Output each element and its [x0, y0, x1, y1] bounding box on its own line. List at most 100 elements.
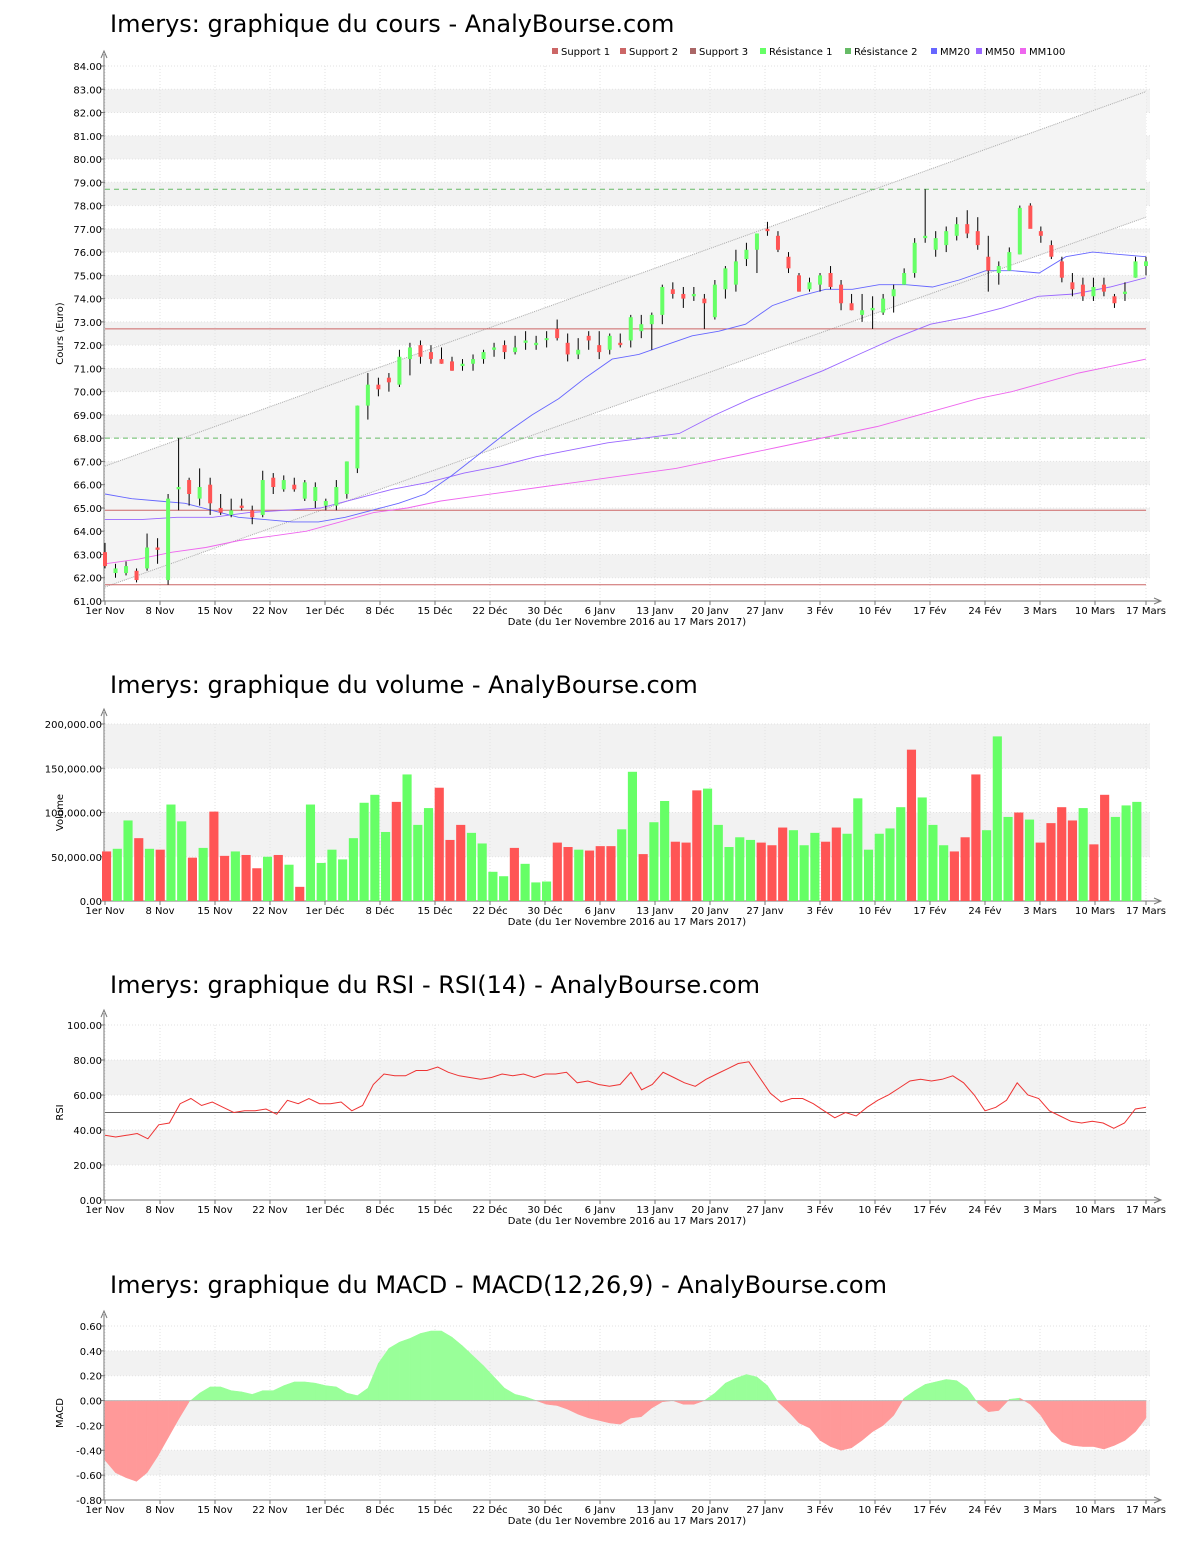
candle-body [628, 317, 633, 341]
candle-body [134, 570, 139, 581]
macd-area-segment [598, 1400, 610, 1424]
candle-body [197, 487, 202, 499]
macd-area-segment [756, 1376, 768, 1401]
legend-label: Support 2 [629, 47, 678, 58]
price-xtick-label: 1er Nov [85, 606, 124, 617]
candle-body [954, 224, 959, 236]
rsi-chart-title: Imerys: graphique du RSI - RSI(14) - Ana… [110, 971, 761, 999]
candle-body [1070, 282, 1075, 290]
volume-bar [230, 851, 240, 901]
volume-bar [327, 849, 337, 901]
volume-bar [1024, 819, 1035, 901]
volume-bar [123, 820, 133, 901]
price-ytick-label: 64.00 [73, 527, 102, 538]
volume-bar [627, 771, 637, 901]
macd-y-axis-title: MACD [55, 1398, 66, 1428]
candle-body [471, 359, 476, 364]
volume-xtick-label: 8 Déc [366, 905, 395, 917]
candle-body [229, 510, 234, 515]
legend-swatch [760, 48, 766, 54]
macd-area-segment [388, 1341, 400, 1401]
legend-swatch [620, 48, 626, 54]
price-ytick-label: 74.00 [73, 295, 102, 306]
volume-bar [810, 832, 820, 901]
volume-xtick-label: 24 Fév [968, 905, 1001, 917]
volume-bar [606, 846, 616, 901]
macd-area-segment [357, 1387, 369, 1401]
candle-body [386, 377, 391, 383]
macd-area-segment [683, 1400, 695, 1405]
price-xtick-label: 22 Nov [252, 606, 288, 617]
legend-label: Résistance 2 [854, 46, 917, 58]
volume-bar [252, 868, 262, 901]
candle-body [933, 238, 938, 250]
macd-area-segment [125, 1400, 137, 1482]
volume-bar [1014, 812, 1024, 901]
macd-ytick-label: -0.20 [76, 1421, 102, 1432]
volume-bar [949, 851, 959, 901]
macd-area-segment [819, 1400, 831, 1447]
candle-body [733, 261, 738, 285]
volume-bar [939, 845, 949, 901]
candle-body [754, 233, 759, 250]
price-xtick-label: 10 Fév [858, 605, 891, 617]
candle-body [660, 286, 665, 315]
volume-xtick-label: 6 Janv [585, 906, 616, 917]
macd-area-segment [262, 1390, 274, 1401]
macd-area-segment [714, 1382, 726, 1401]
rsi-band [105, 1130, 1150, 1165]
candle-body [818, 275, 823, 285]
volume-bar [982, 830, 992, 901]
volume-bar [713, 824, 723, 901]
price-xtick-label: 24 Fév [968, 605, 1001, 617]
macd-area-segment [1103, 1400, 1115, 1450]
macd-xtick-label: 17 Fév [913, 1504, 946, 1516]
volume-bar [1046, 823, 1056, 901]
volume-bar [617, 829, 627, 901]
macd-xtick-label: 8 Déc [366, 1504, 395, 1516]
price-ytick-label: 77.00 [73, 225, 102, 236]
macd-area-segment [294, 1381, 306, 1401]
rsi-x-axis-title: Date (du 1er Novembre 2016 au 17 Mars 20… [508, 1216, 747, 1227]
legend-label: MM20 [940, 47, 970, 58]
volume-bar [756, 842, 766, 901]
candle-body [1144, 261, 1148, 267]
candle-body [891, 289, 896, 297]
candle-body [513, 347, 518, 353]
candle-body [418, 345, 423, 357]
volume-bar [767, 845, 777, 901]
rsi-xtick-label: 17 Mars [1126, 1205, 1166, 1216]
candle-body [744, 249, 749, 260]
macd-xtick-label: 10 Mars [1075, 1505, 1115, 1516]
candle-body [450, 361, 454, 371]
volume-x-axis-arrow [1153, 897, 1163, 905]
candle-body [187, 480, 192, 494]
rsi-ytick-label: 0.00 [80, 1196, 102, 1207]
rsi-ytick-label: 100.00 [67, 1021, 102, 1032]
candle-body [881, 298, 886, 313]
macd-area-segment [157, 1400, 169, 1458]
price-xtick-label: 13 Janv [636, 606, 673, 617]
candle-body [828, 273, 833, 287]
rsi-ytick-label: 40.00 [73, 1126, 102, 1137]
macd-area-segment [851, 1400, 863, 1449]
volume-x-axis-title: Date (du 1er Novembre 2016 au 17 Mars 20… [508, 917, 747, 928]
rsi-xtick-label: 13 Janv [636, 1205, 673, 1216]
macd-xtick-label: 1er Déc [305, 1504, 344, 1516]
volume-bar [660, 800, 670, 901]
volume-bar [531, 882, 541, 901]
volume-bar [960, 837, 970, 901]
macd-area-segment [441, 1330, 453, 1401]
price-xtick-label: 17 Fév [913, 605, 946, 617]
volume-bar [702, 788, 713, 901]
price-ytick-label: 84.00 [73, 62, 102, 73]
volume-bar [1132, 801, 1142, 901]
macd-area-segment [220, 1386, 232, 1401]
price-y-axis-arrow [100, 49, 108, 59]
volume-xtick-label: 3 Fév [807, 905, 834, 917]
rsi-xtick-label: 24 Fév [968, 1204, 1001, 1216]
rsi-ytick-label: 60.00 [73, 1091, 102, 1102]
volume-bar [863, 849, 874, 901]
price-xtick-label: 6 Janv [585, 606, 616, 617]
macd-area-segment [1114, 1400, 1126, 1446]
